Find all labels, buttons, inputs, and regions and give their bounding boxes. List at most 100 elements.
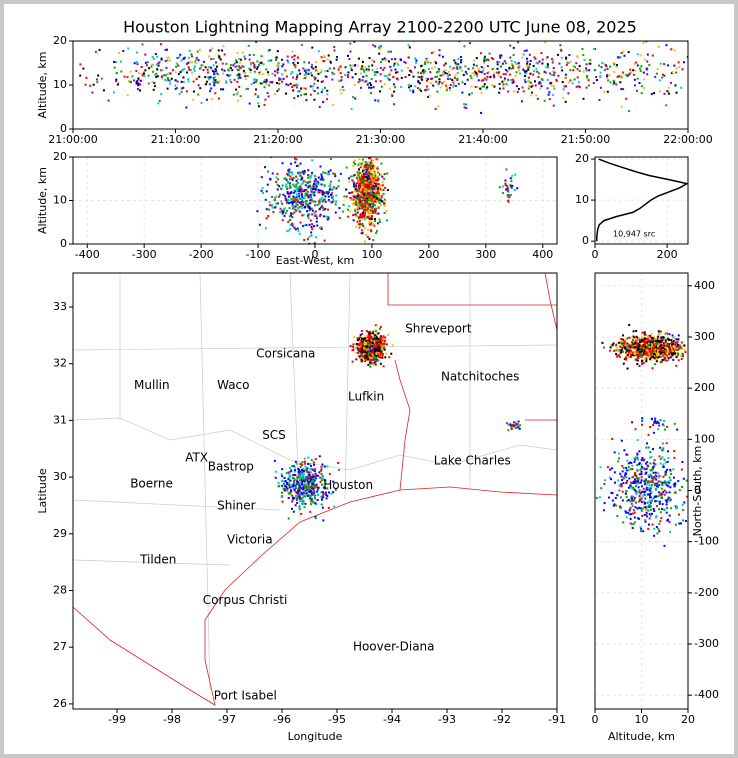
lightning-source xyxy=(320,206,323,209)
lightning-source xyxy=(664,331,667,334)
lightning-source xyxy=(169,72,172,75)
lightning-source xyxy=(606,90,609,93)
lightning-source xyxy=(363,176,366,179)
lightning-source xyxy=(363,167,366,170)
lightning-source xyxy=(288,215,291,218)
lightning-source xyxy=(668,350,671,353)
lightning-source xyxy=(317,72,320,75)
lightning-source xyxy=(310,175,313,178)
lightning-source xyxy=(349,42,352,45)
lightning-source xyxy=(284,177,287,180)
lightning-source xyxy=(640,458,643,461)
lightning-source xyxy=(274,476,277,479)
lightning-source xyxy=(487,70,490,73)
lightning-source xyxy=(367,86,370,89)
lightning-source xyxy=(618,355,621,358)
lightning-source xyxy=(636,464,639,467)
lightning-source xyxy=(264,198,267,201)
lightning-source xyxy=(609,65,612,68)
lightning-source xyxy=(383,202,386,205)
lightning-source xyxy=(368,361,371,364)
lightning-source xyxy=(480,79,483,82)
lightning-source xyxy=(375,335,378,338)
lightning-source xyxy=(315,215,318,218)
lightning-source xyxy=(370,222,373,225)
lightning-source xyxy=(679,346,682,349)
lightning-source xyxy=(315,220,318,223)
lightning-source xyxy=(322,100,325,103)
lightning-source xyxy=(221,49,224,52)
lightning-source xyxy=(454,74,457,77)
lightning-source xyxy=(365,164,368,167)
lightning-source xyxy=(376,187,379,190)
lightning-source xyxy=(371,215,374,218)
lightning-source xyxy=(325,491,328,494)
lightning-source xyxy=(576,55,579,58)
lightning-source xyxy=(672,358,675,361)
lightning-source xyxy=(319,71,322,74)
lightning-source xyxy=(302,494,305,497)
lightning-source xyxy=(165,74,168,77)
lightning-source xyxy=(308,490,311,493)
lightning-source xyxy=(659,339,662,342)
lightning-source xyxy=(394,68,397,71)
lightning-source xyxy=(338,207,341,210)
lightning-source xyxy=(241,65,244,68)
lightning-source xyxy=(370,176,373,179)
lightning-source xyxy=(307,216,310,219)
lightning-source xyxy=(640,65,643,68)
lightning-source xyxy=(179,71,182,74)
lightning-source xyxy=(370,189,373,192)
lightning-source xyxy=(663,348,666,351)
lightning-source xyxy=(119,60,122,63)
lightning-source xyxy=(638,38,640,40)
lightning-source xyxy=(469,74,472,77)
lightning-source xyxy=(547,66,550,69)
lightning-source xyxy=(410,70,413,73)
lightning-source xyxy=(582,54,585,57)
lightning-source xyxy=(355,184,358,187)
city-label: Shiner xyxy=(217,499,256,513)
lightning-source xyxy=(639,67,642,70)
lightning-source xyxy=(316,79,319,82)
lightning-source xyxy=(351,203,354,206)
lightning-source xyxy=(357,192,360,195)
lightning-source xyxy=(371,353,374,356)
lightning-source xyxy=(305,99,308,102)
lightning-source xyxy=(369,183,372,186)
lightning-source xyxy=(281,210,284,213)
lightning-source xyxy=(518,427,521,430)
lightning-source xyxy=(187,78,190,81)
lightning-source xyxy=(288,207,291,210)
lightning-source xyxy=(308,61,311,64)
lightning-source xyxy=(265,78,268,81)
lightning-source xyxy=(342,210,345,213)
lightning-source xyxy=(166,59,169,62)
lightning-source xyxy=(238,73,241,76)
lightning-source xyxy=(352,214,355,217)
lightning-source xyxy=(626,342,629,345)
lightning-source xyxy=(409,84,412,87)
lightning-source xyxy=(483,60,486,63)
lightning-source xyxy=(521,56,524,59)
lightning-source xyxy=(268,201,271,204)
lightning-source xyxy=(459,55,462,58)
lightning-source xyxy=(155,63,158,66)
lightning-source xyxy=(318,198,321,201)
lightning-source xyxy=(385,75,388,78)
lightning-source xyxy=(301,214,304,217)
lightning-source xyxy=(248,67,251,70)
lightning-source xyxy=(358,177,361,180)
lightning-source xyxy=(311,191,314,194)
lightning-source xyxy=(630,461,633,464)
lightning-source xyxy=(538,82,541,85)
lightning-source xyxy=(361,341,364,344)
lightning-source xyxy=(619,496,622,499)
lightning-source xyxy=(432,51,435,54)
lightning-source xyxy=(306,203,309,206)
lightning-source xyxy=(485,77,488,80)
lightning-source xyxy=(376,355,379,358)
lightning-source xyxy=(661,76,664,79)
lightning-source xyxy=(310,207,313,210)
lightning-source xyxy=(364,177,367,180)
